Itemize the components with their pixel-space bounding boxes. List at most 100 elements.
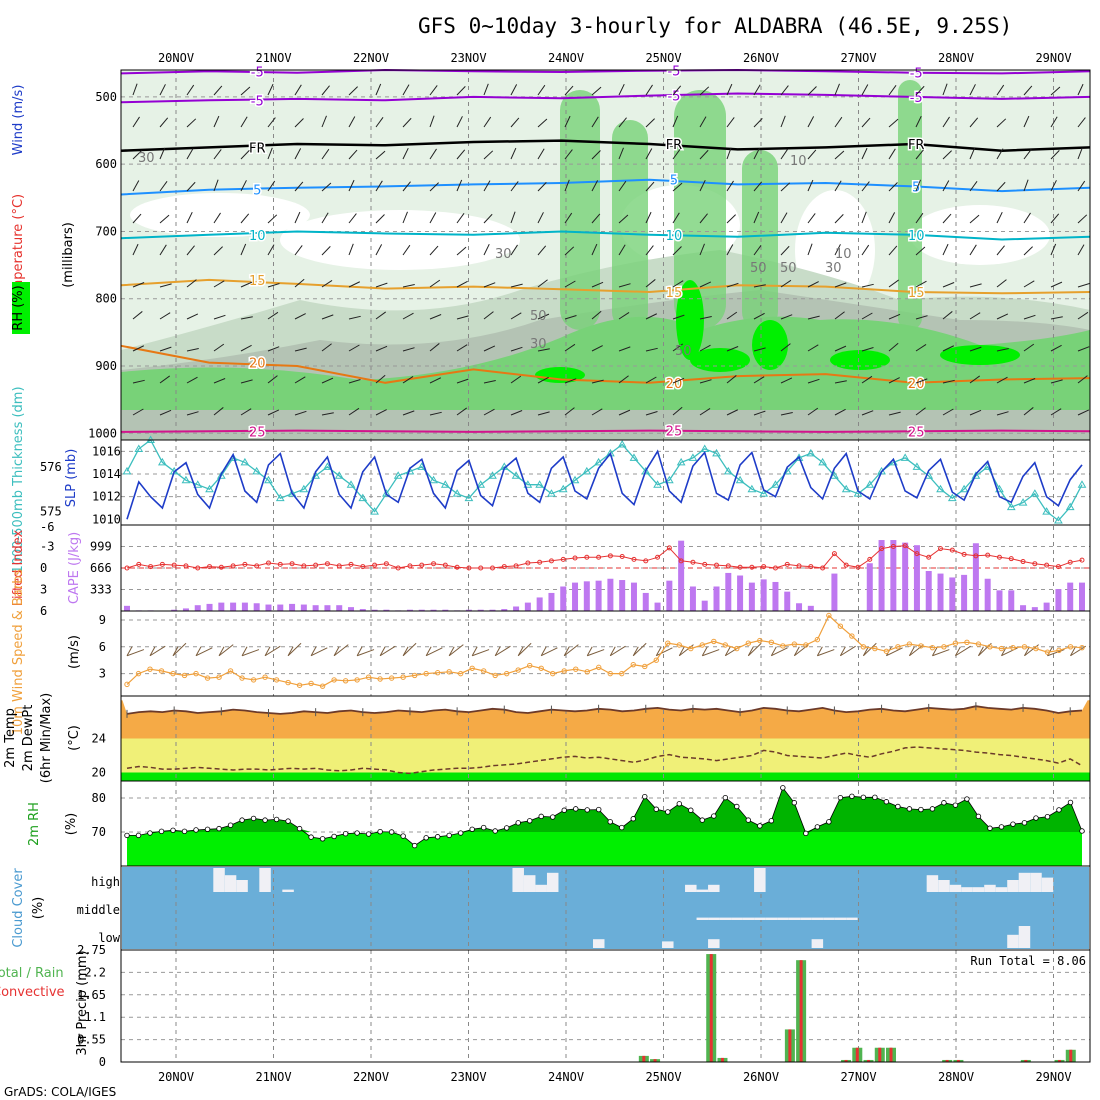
wind-barb — [375, 282, 388, 288]
thickness-point — [382, 489, 391, 497]
wind-barb — [132, 408, 144, 416]
wind10m-barb — [218, 646, 225, 656]
dewpt2m-line — [126, 746, 1083, 775]
wind10m-barb — [287, 646, 294, 656]
rh2m-point — [262, 817, 268, 823]
li-point — [454, 564, 460, 570]
thickness-point — [664, 475, 674, 484]
wind-barb — [213, 314, 226, 320]
isotherm-label: 5 — [912, 180, 920, 195]
cape-bar — [595, 580, 602, 611]
wind-barb — [564, 315, 577, 320]
wind-barb — [915, 149, 924, 160]
li-point — [643, 558, 649, 564]
wind-barb — [915, 212, 924, 224]
wind-barb — [672, 148, 681, 160]
cape-bar — [913, 545, 920, 611]
day-label-top: 29NOV — [1035, 51, 1071, 65]
wind-barb — [618, 147, 624, 160]
wind-barb — [375, 116, 384, 128]
cape-bar — [878, 540, 885, 611]
wind-barb — [537, 348, 550, 352]
li-point — [1067, 559, 1073, 565]
wind10m-speed-point — [492, 672, 498, 679]
wind-barb — [996, 181, 1006, 192]
wind-barb — [564, 85, 574, 96]
wind-barb — [537, 182, 547, 192]
rh2m-point — [285, 818, 291, 824]
rh2m-point — [929, 806, 936, 812]
wind10m-speed-point — [780, 643, 786, 649]
wind-barb — [348, 149, 358, 160]
cape-bar — [630, 582, 637, 611]
rh2m-point — [193, 827, 199, 833]
wind-barb — [915, 378, 928, 384]
precip-convective-bar — [1024, 1059, 1028, 1062]
wind-tick-label: 9 — [99, 613, 106, 627]
thickness-point — [959, 484, 969, 493]
day-label-bottom: 22NOV — [353, 1070, 389, 1084]
cloud-bar — [731, 917, 743, 920]
wind-barb — [429, 115, 435, 128]
cape-bar — [300, 604, 307, 611]
thickness-point — [841, 484, 851, 493]
cloud-bar — [708, 939, 720, 948]
li-point — [996, 554, 1002, 560]
wind10m-speed-point — [319, 683, 326, 689]
li-point — [289, 561, 295, 567]
wind-barb — [348, 379, 361, 384]
wind10m-barb — [333, 644, 349, 657]
rh-contour-label: 30 — [138, 151, 155, 166]
wind-barb — [375, 311, 387, 320]
wind10m-speed-point — [1056, 647, 1062, 654]
wind-barb — [537, 411, 550, 416]
wind-barb — [672, 406, 683, 416]
wind-barb — [645, 84, 653, 96]
wind-barb — [996, 148, 1004, 160]
wind-barb — [267, 214, 278, 224]
wind-barb — [1050, 150, 1060, 160]
wind10m-speed-point — [135, 670, 142, 677]
day-label-bottom: 27NOV — [840, 1070, 876, 1084]
precip-convective-bar — [709, 954, 713, 1062]
day-label-top: 27NOV — [840, 51, 876, 65]
rh2m-point — [745, 817, 752, 823]
wind-barb — [834, 150, 845, 160]
rh-shade-dry — [130, 193, 310, 237]
cape-bar — [642, 592, 649, 611]
wind10m-barb — [702, 649, 720, 657]
wind-barb — [429, 377, 442, 384]
wind10m-speed-point — [734, 645, 740, 652]
wind-barb — [753, 312, 765, 320]
wind-barb — [240, 243, 247, 256]
wind10m-speed-point — [550, 670, 556, 677]
thickness-point — [995, 484, 1004, 493]
rh-contour-label: 50 — [675, 344, 692, 359]
li-point — [254, 563, 260, 569]
wind-barb — [780, 115, 786, 128]
wind-barb — [591, 150, 601, 160]
rh-contour-label: 30 — [825, 261, 842, 276]
thickness-point — [818, 457, 827, 466]
wind10m-speed-point — [538, 665, 544, 671]
thickness-point — [523, 480, 533, 488]
rh2m-point — [849, 793, 855, 799]
rh2m-point — [388, 829, 395, 835]
wind-barb — [213, 378, 226, 384]
wind10m-speed-point — [573, 666, 579, 672]
li-point — [313, 562, 319, 568]
cape-bar — [465, 609, 472, 611]
wind10m-speed-point — [124, 681, 130, 688]
thickness-point — [240, 457, 250, 466]
wind10m-speed-point — [803, 642, 809, 648]
cloud-bar — [1041, 877, 1054, 892]
li-tick-label: 3 — [40, 583, 47, 597]
wind-barb — [969, 84, 976, 96]
cape-bar — [572, 582, 579, 611]
wind-barb — [645, 118, 655, 128]
wind10m-barb — [863, 642, 877, 657]
wind-barb — [240, 86, 251, 96]
wind10m-speed-point — [273, 677, 280, 683]
wind-barb — [267, 311, 279, 320]
li-point — [690, 559, 696, 565]
